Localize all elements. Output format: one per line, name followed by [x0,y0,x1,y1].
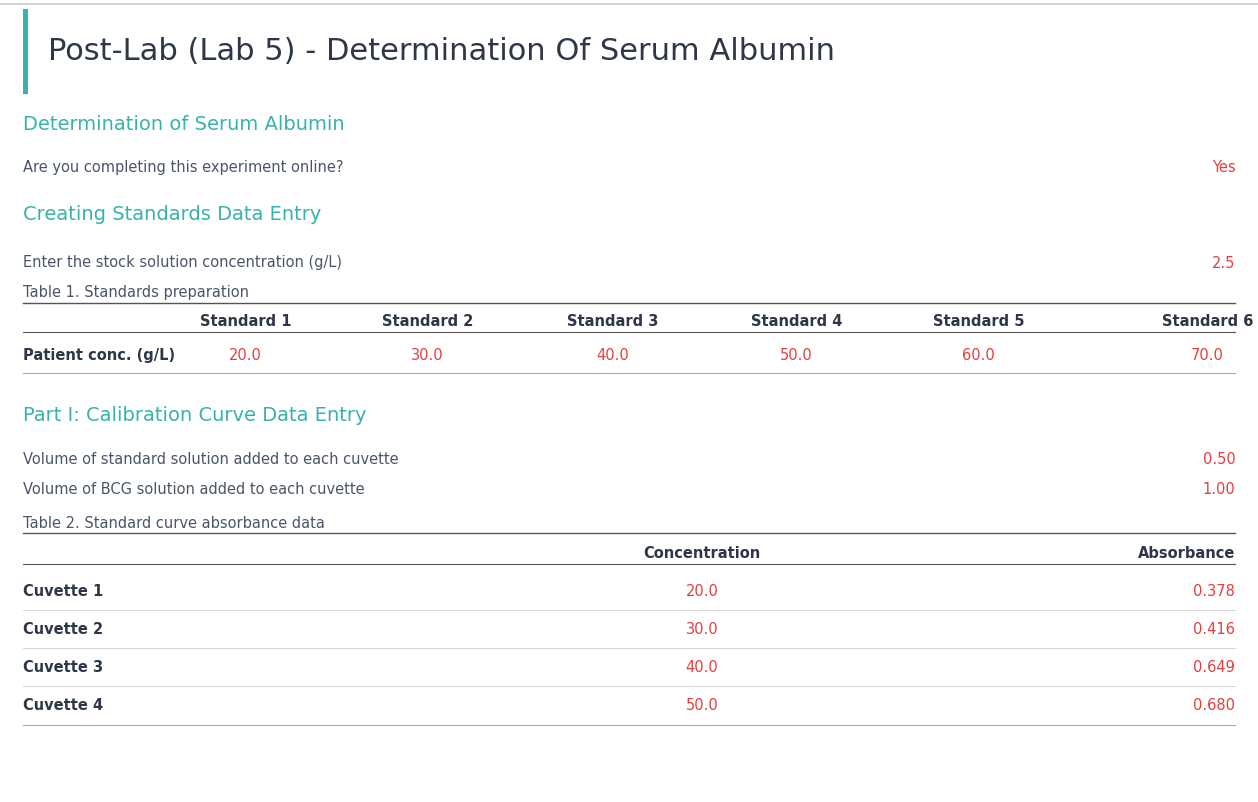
Text: 0.416: 0.416 [1194,622,1235,637]
Text: Cuvette 2: Cuvette 2 [23,622,103,637]
Text: Standard 4: Standard 4 [751,314,842,329]
Text: Post-Lab (Lab 5) - Determination Of Serum Albumin: Post-Lab (Lab 5) - Determination Of Seru… [48,38,835,67]
Text: 1.00: 1.00 [1203,482,1235,497]
Text: Absorbance: Absorbance [1138,546,1235,561]
Text: 2.5: 2.5 [1211,255,1235,270]
Text: 60.0: 60.0 [962,348,995,363]
Text: Cuvette 4: Cuvette 4 [23,698,103,713]
FancyBboxPatch shape [23,10,28,95]
Text: Patient conc. (g/L): Patient conc. (g/L) [23,348,175,363]
Text: 30.0: 30.0 [686,622,718,637]
Text: Standard 3: Standard 3 [567,314,658,329]
Text: 30.0: 30.0 [411,348,444,363]
Text: Standard 2: Standard 2 [382,314,473,329]
Text: 0.649: 0.649 [1194,660,1235,674]
Text: Standard 6: Standard 6 [1162,314,1253,329]
Text: Volume of standard solution added to each cuvette: Volume of standard solution added to eac… [23,452,399,467]
Text: 20.0: 20.0 [686,584,718,599]
Text: 0.680: 0.680 [1194,698,1235,713]
Text: 70.0: 70.0 [1191,348,1224,363]
Text: Enter the stock solution concentration (g/L): Enter the stock solution concentration (… [23,255,342,270]
Text: Volume of BCG solution added to each cuvette: Volume of BCG solution added to each cuv… [23,482,365,497]
Text: 0.378: 0.378 [1194,584,1235,599]
Text: Creating Standards Data Entry: Creating Standards Data Entry [23,205,321,225]
Text: Determination of Serum Albumin: Determination of Serum Albumin [23,115,345,134]
Text: Standard 1: Standard 1 [200,314,291,329]
Text: Are you completing this experiment online?: Are you completing this experiment onlin… [23,160,343,176]
Text: Table 1. Standards preparation: Table 1. Standards preparation [23,286,249,300]
Text: Cuvette 1: Cuvette 1 [23,584,103,599]
Text: Part I: Calibration Curve Data Entry: Part I: Calibration Curve Data Entry [23,406,366,425]
Text: Cuvette 3: Cuvette 3 [23,660,103,674]
Text: 0.50: 0.50 [1203,452,1235,467]
Text: Yes: Yes [1211,160,1235,176]
Text: 50.0: 50.0 [686,698,718,713]
Text: 20.0: 20.0 [229,348,262,363]
Text: 50.0: 50.0 [780,348,813,363]
Text: Concentration: Concentration [643,546,761,561]
Text: Table 2. Standard curve absorbance data: Table 2. Standard curve absorbance data [23,516,325,531]
Text: 40.0: 40.0 [686,660,718,674]
Text: 40.0: 40.0 [596,348,629,363]
Text: Standard 5: Standard 5 [933,314,1024,329]
